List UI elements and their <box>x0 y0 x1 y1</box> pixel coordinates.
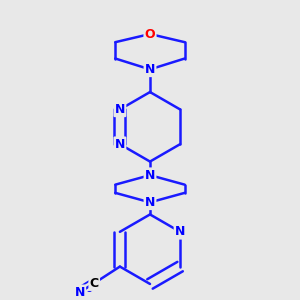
Text: O: O <box>145 28 155 40</box>
Text: N: N <box>145 196 155 209</box>
Text: N: N <box>115 103 125 116</box>
Text: N: N <box>175 225 185 238</box>
Text: N: N <box>115 138 125 151</box>
Text: N: N <box>145 63 155 76</box>
Text: N: N <box>74 286 85 299</box>
Text: N: N <box>145 169 155 182</box>
Text: C: C <box>90 277 99 290</box>
